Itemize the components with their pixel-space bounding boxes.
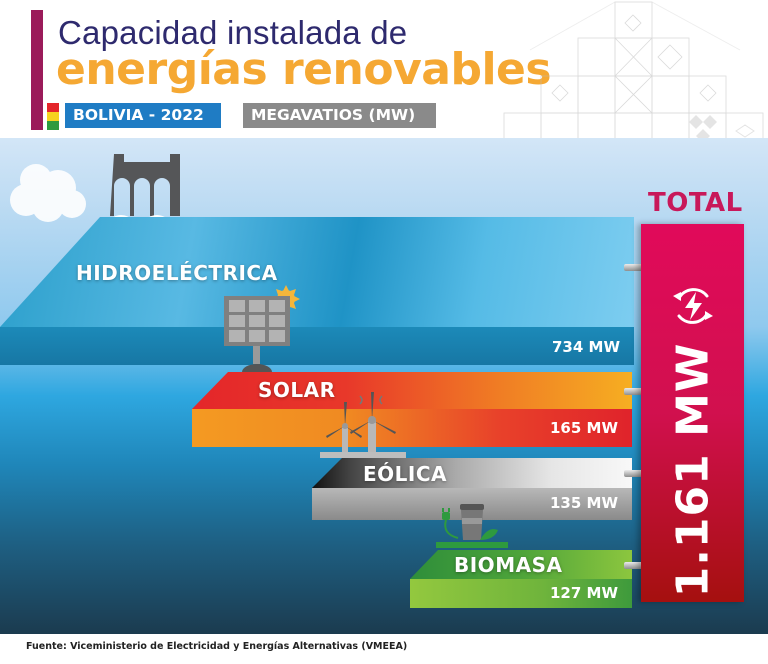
- bar-label-hydro: HIDROELÉCTRICA: [76, 261, 278, 285]
- bar-solar-top: [192, 372, 632, 409]
- title-accent-bar: [31, 10, 43, 130]
- bar-value-biomasa: 127 MW: [549, 584, 618, 602]
- solar-panel-icon: [224, 285, 300, 372]
- title-line-2: energías renovables: [56, 44, 552, 95]
- bar-eolica-top: [312, 458, 632, 488]
- bar-hydro-front: [0, 327, 634, 365]
- total-bar: 1.161 MW: [641, 224, 744, 602]
- bar-biomasa: BIOMASA 127 MW: [410, 550, 644, 608]
- bar-solar: SOLAR 165 MW: [192, 372, 644, 447]
- wind-turbine-icon: [320, 392, 406, 458]
- bar-value-hydro: 734 MW: [551, 338, 620, 356]
- bar-label-solar: SOLAR: [258, 378, 336, 402]
- renewable-energy-icon: [673, 288, 713, 324]
- bar-hydro-top: [0, 217, 634, 327]
- decorative-tile-pattern-icon: [503, 1, 764, 150]
- bar-biomasa-top: [410, 550, 632, 579]
- biomass-plug-icon: [436, 504, 508, 548]
- total-label: TOTAL: [648, 188, 743, 218]
- bolivia-flag-icon: [47, 103, 59, 130]
- source-note: Fuente: Viceministerio de Electricidad y…: [26, 641, 408, 652]
- bar-value-eolica: 135 MW: [549, 494, 618, 512]
- total-value: 1.161 MW: [667, 342, 719, 598]
- bar-solar-front: [192, 409, 632, 447]
- bar-clip: [624, 388, 644, 395]
- chart-panel: HIDROELÉCTRICA 734 MW SOLAR 165 MW: [0, 138, 768, 634]
- title-line-1: Capacidad instalada de: [58, 14, 408, 51]
- bar-hydroelectrica: HIDROELÉCTRICA 734 MW: [0, 217, 644, 365]
- bar-label-eolica: EÓLICA: [363, 462, 448, 486]
- bar-clip: [624, 264, 644, 271]
- header: Capacidad instalada de energías renovabl…: [0, 0, 768, 150]
- cloud-icon: [10, 164, 86, 222]
- bar-clip: [624, 470, 644, 477]
- units-badge: MEGAVATIOS (MW): [243, 103, 436, 128]
- bar-value-solar: 165 MW: [549, 419, 618, 437]
- country-year-badge: BOLIVIA - 2022: [65, 103, 221, 128]
- bar-clip: [624, 562, 644, 569]
- bar-biomasa-front: [410, 579, 632, 608]
- bar-label-biomasa: BIOMASA: [454, 553, 563, 577]
